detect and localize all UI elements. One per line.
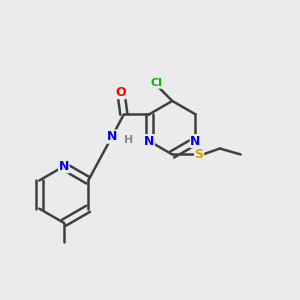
Text: N: N [144, 135, 154, 148]
Text: O: O [116, 85, 126, 98]
Text: N: N [58, 160, 69, 173]
Text: S: S [194, 148, 203, 161]
Text: Cl: Cl [150, 78, 162, 88]
Text: N: N [107, 130, 117, 143]
Text: H: H [124, 135, 133, 145]
Text: N: N [190, 135, 201, 148]
